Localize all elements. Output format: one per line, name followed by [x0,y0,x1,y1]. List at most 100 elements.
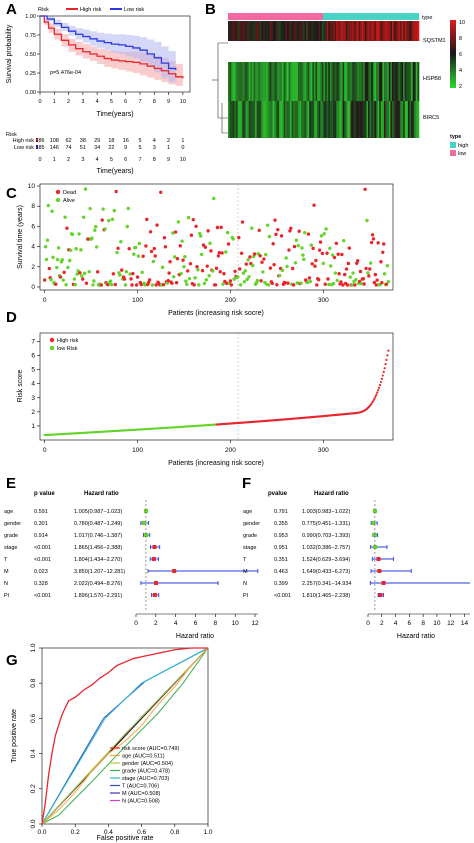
b-cell [344,62,347,101]
c-point-dead [268,266,273,270]
b-cell [352,21,355,41]
c-point-dead [314,258,318,263]
d-xtick-label: 300 [318,447,329,454]
b-cell [256,101,259,138]
b-cell [285,62,288,101]
c-point-alive [61,278,65,282]
c-point-alive [82,271,87,276]
d-ytick-label: 7 [31,338,35,345]
a-risk-xtick: 4 [96,157,99,163]
a-y-ticks: 0.00 0.25 0.50 0.75 1.00 [25,14,40,96]
b-cell [333,101,335,138]
d-ytick-label: 2 [31,409,35,416]
c-point-alive [110,217,115,222]
b-cell [417,21,420,41]
b-cell [310,62,313,101]
c-point-dead [257,228,261,233]
b-cell [369,101,372,138]
b-cell [286,21,289,41]
b-cell [398,21,401,41]
b-cell [256,62,259,101]
c-point-alive [266,283,271,287]
panel-b: B type SQSTM1 HSPB8 BIRC5 10 8 6 4 2 type hi… [205,1,468,157]
b-cell [309,21,312,41]
c-point-alive [44,257,49,262]
c-point-alive [350,283,354,287]
c-point-dead [323,282,327,286]
b-cell [411,101,413,138]
b-cell [341,21,343,41]
b-cell [387,62,390,101]
b-cell [348,101,351,138]
c-ytick-label: 2 [31,264,35,271]
c-point-dead [271,242,275,246]
f-xtick-label: 4 [394,620,398,627]
b-typebar-low [228,13,323,20]
c-point-dead [139,282,143,287]
f-row-hr: 1.649(0.433−6.273) [302,569,350,575]
c-point-dead [141,254,145,258]
g-ytick-label: 0.6 [30,714,37,723]
b-cell [356,101,359,138]
a-km-lines [40,15,184,79]
g-roc-line-1 [41,647,209,825]
c-x-ticks: 0 100 200 300 [43,290,329,304]
b-cell [275,101,278,138]
c-point-dead [286,281,290,285]
c-point-alive [309,243,313,247]
c-point-alive [251,254,256,259]
b-cell [352,101,355,138]
b-cell [251,62,254,101]
b-cell [234,21,237,41]
b-cell [258,101,261,138]
b-cell [237,21,240,41]
f-row-name: stage [243,545,256,551]
g-legend-label: risk score (AUC=0.749) [122,746,179,752]
panel-letter-c: C [6,185,17,202]
c-point-alive [171,231,175,235]
c-point-alive [243,269,247,273]
b-cell [387,101,390,138]
c-point-dead [339,280,343,284]
b-gene-hspb8: HSPB8 [423,76,441,82]
b-cell [280,62,283,101]
c-point-dead [364,266,368,271]
c-point-alive [196,268,200,272]
a-ytick-label: 0.25 [25,71,36,77]
c-point-dead [144,244,148,248]
b-cell [240,21,243,41]
b-cell [269,62,272,101]
b-cell [274,101,277,138]
g-legend: risk score (AUC=0.749) age (AUC=0.511)gen… [110,746,179,805]
e-row-p: 0.591 [34,509,48,515]
b-cell [339,62,342,101]
b-cell [342,101,345,138]
b-type-label: type [422,15,432,21]
e-row-hr: 1.804(1.434−2.270) [74,557,122,563]
f-row-name: age [243,509,252,515]
c-point-alive [176,220,181,224]
c-point-dead [380,281,384,285]
c-point-dead [225,281,229,286]
c-point-alive [186,215,191,220]
d-ytick-label: 6 [31,353,35,360]
b-cell [264,62,267,101]
g-ytick-label: 0.8 [30,678,37,687]
d-point-high [372,399,375,402]
c-point-alive [112,208,117,213]
e-row-hr: 2.022(0.494−8.276) [74,581,122,587]
c-point-alive [46,203,51,208]
b-cell [368,21,370,41]
panel-c: C 0 2 4 6 8 10 0 100 200 300 Dead Alive Survival… [6,183,394,317]
e-row-hr: 3.850(1.207−12.281) [74,569,125,575]
c-point-dead [372,280,377,285]
c-point-alive [63,215,67,219]
a-legend-high-label: High risk [80,7,102,13]
g-legend-label: stage (AUC=0.703) [122,776,169,782]
b-cell [242,101,245,138]
c-point-dead [228,279,233,283]
c-point-alive [359,281,364,286]
c-point-dead [237,235,241,240]
a-risk-cell: 9 [124,145,127,151]
b-cell [333,62,335,101]
